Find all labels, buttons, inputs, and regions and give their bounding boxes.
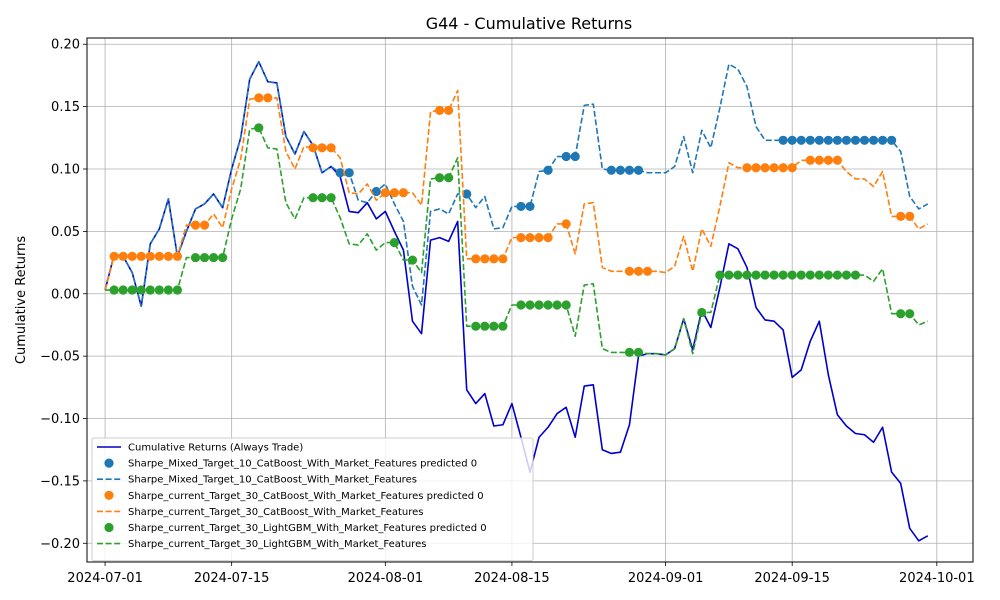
legend-item: Sharpe_current_Target_30_LightGBM_With_M… bbox=[97, 539, 426, 550]
x-tick-label: 2024-08-01 bbox=[348, 571, 424, 586]
series-line bbox=[104, 60, 929, 308]
x-tick-label: 2024-09-15 bbox=[754, 571, 830, 586]
legend-label: Sharpe_current_Target_30_CatBoost_With_M… bbox=[128, 507, 424, 518]
marker-point bbox=[317, 143, 327, 153]
y-tick-label: 0.00 bbox=[51, 287, 80, 302]
series-sharpe-current-target-30-catboost-with-market-features bbox=[104, 89, 929, 291]
marker-point bbox=[516, 233, 526, 243]
marker-point bbox=[516, 201, 526, 212]
marker-point bbox=[525, 201, 535, 212]
marker-point bbox=[317, 193, 327, 203]
legend-swatch bbox=[104, 522, 114, 533]
marker-point bbox=[398, 188, 409, 198]
y-axis-label: Cumulative Returns bbox=[14, 236, 29, 364]
legend-item: Sharpe_Mixed_Target_10_CatBoost_With_Mar… bbox=[97, 475, 417, 486]
y-tick-label: 0.15 bbox=[51, 100, 80, 115]
series-line bbox=[105, 127, 929, 356]
legend-item: Sharpe_current_Target_30_CatBoost_With_M… bbox=[97, 507, 424, 518]
series-sharpe-current-target-30-lightgbm-with-market-features bbox=[105, 127, 929, 356]
marker-point bbox=[724, 270, 734, 280]
axes: 2024-07-01 2024-07-15 2024-08-01 2024-08-15… bbox=[40, 38, 974, 586]
legend-item: Sharpe_current_Target_30_LightGBM_With_M… bbox=[104, 522, 487, 534]
x-tick-label: 2024-08-15 bbox=[474, 571, 550, 586]
legend-label: Cumulative Returns (Always Trade) bbox=[128, 443, 303, 454]
legend-swatch bbox=[104, 490, 114, 500]
legend-label: Sharpe_Mixed_Target_10_CatBoost_With_Mar… bbox=[128, 475, 417, 486]
legend-swatch bbox=[104, 458, 114, 468]
marker-point bbox=[389, 188, 399, 198]
legend-box bbox=[91, 437, 534, 562]
series-line bbox=[104, 89, 929, 291]
x-tick-label: 2024-10-01 bbox=[899, 571, 975, 586]
legend-label: Sharpe_current_Target_30_LightGBM_With_M… bbox=[128, 523, 487, 534]
legend-label: Sharpe_current_Target_30_CatBoost_With_M… bbox=[128, 491, 484, 502]
marker-point bbox=[444, 105, 454, 115]
x-tick-label: 2024-07-15 bbox=[194, 571, 270, 586]
marker-point bbox=[434, 105, 445, 115]
marker-point bbox=[389, 238, 399, 248]
y-tick-label: −0.20 bbox=[40, 537, 80, 552]
marker-point bbox=[326, 193, 336, 203]
legend-label: Sharpe_current_Target_30_LightGBM_With_M… bbox=[128, 539, 426, 550]
marker-point bbox=[254, 123, 264, 133]
x-tick-label: 2024-07-01 bbox=[67, 571, 143, 586]
marker-point bbox=[606, 165, 616, 175]
series-sharpe-mixed-target-10-catboost-with-market-features bbox=[104, 60, 929, 308]
plot-series bbox=[104, 60, 929, 542]
marker-point bbox=[624, 165, 635, 175]
legend-item: Sharpe_Mixed_Target_10_CatBoost_With_Mar… bbox=[104, 458, 477, 470]
marker-point bbox=[308, 143, 318, 153]
y-tick-label: −0.10 bbox=[40, 412, 80, 427]
y-tick-label: 0.20 bbox=[51, 38, 80, 53]
chart-title: G44 - Cumulative Returns bbox=[426, 14, 633, 33]
y-tick-label: −0.05 bbox=[40, 350, 80, 365]
legend-item: Cumulative Returns (Always Trade) bbox=[97, 443, 303, 454]
legend: Cumulative Returns (Always Trade) Sharpe_… bbox=[91, 437, 534, 562]
y-tick-label: 0.05 bbox=[51, 225, 80, 240]
marker-point bbox=[850, 270, 861, 280]
y-tick-label: −0.15 bbox=[40, 474, 80, 489]
legend-label: Sharpe_Mixed_Target_10_CatBoost_With_Mar… bbox=[128, 459, 477, 470]
marker-point bbox=[615, 165, 626, 175]
marker-point bbox=[715, 270, 725, 280]
legend-item: Sharpe_current_Target_30_CatBoost_With_M… bbox=[104, 490, 484, 502]
y-tick-label: 0.10 bbox=[51, 163, 80, 178]
marker-point bbox=[308, 193, 318, 203]
marker-point bbox=[525, 233, 535, 243]
x-tick-label: 2024-09-01 bbox=[628, 571, 704, 586]
plot-frame bbox=[86, 37, 974, 563]
